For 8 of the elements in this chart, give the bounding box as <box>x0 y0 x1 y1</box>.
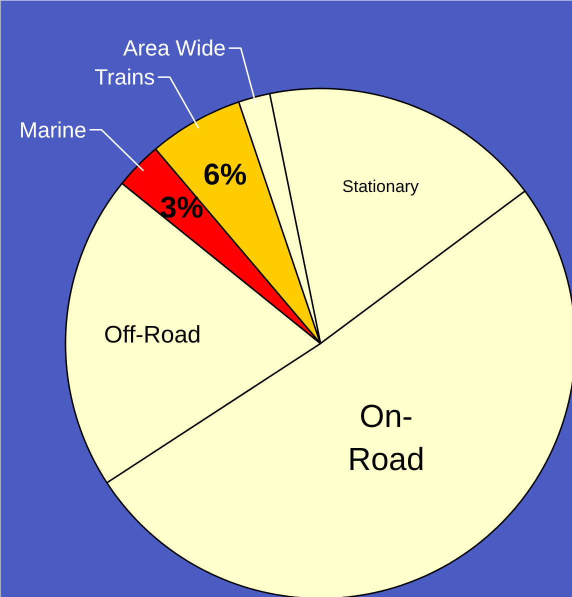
slice-label: Off-Road <box>104 321 201 348</box>
slice-label: Area Wide <box>123 36 226 61</box>
slice-label: Trains <box>94 64 155 90</box>
data-label: 6% <box>203 158 247 192</box>
slice-label: Marine <box>19 117 86 142</box>
data-label: 3% <box>160 192 204 225</box>
slice-label: Stationary <box>342 176 420 196</box>
slice-label: On-Road <box>348 398 424 478</box>
